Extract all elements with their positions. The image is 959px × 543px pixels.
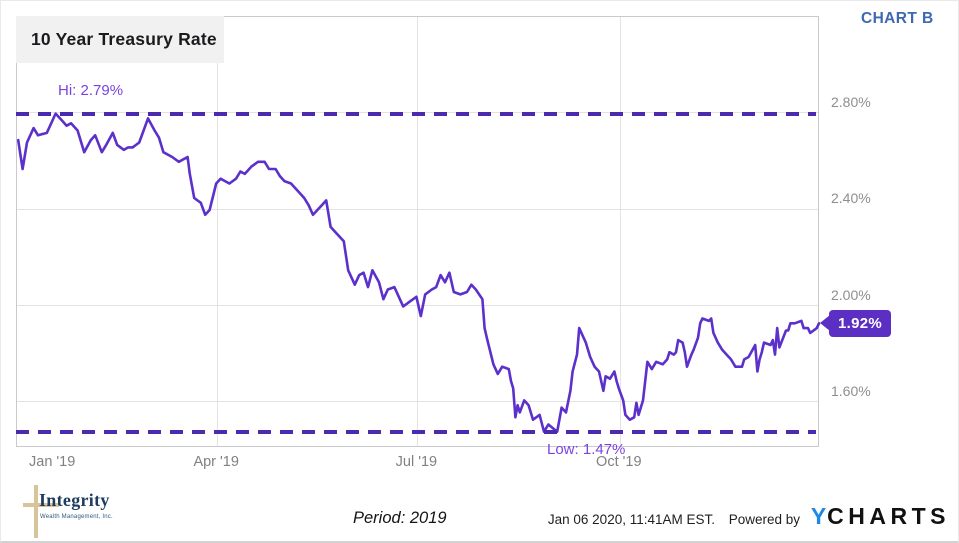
logo-name: Integrity [39,490,110,510]
x-tick-label: Jan '19 [29,454,76,470]
x-tick-label: Jul '19 [395,454,438,470]
powered-by-label: Powered by [728,512,800,527]
ycharts-wordmark: CHARTS [827,503,950,529]
v-gridline [619,17,621,446]
y-tick-label: 2.00% [831,286,871,303]
hi-value-label: Hi: 2.79% [58,81,124,99]
cross-icon [34,485,38,538]
timestamp: Jan 06 2020, 11:41AM EST. [547,512,715,527]
y-tick-label: 2.80% [831,93,871,110]
plot-area [16,16,819,447]
v-gridline [417,17,419,446]
ycharts-y-icon: Y [810,503,828,529]
low-value-label: Low: 1.47% [547,440,626,458]
integrity-logo: Integrity Wealth Management, Inc. [23,485,143,539]
x-tick-label: Apr '19 [193,454,239,470]
low-dashed-line [16,429,816,434]
v-gridline [217,17,219,446]
chart-b-label: CHART B [861,10,934,27]
chart-title-box: 10 Year Treasury Rate [16,16,224,63]
hi-dashed-line [16,111,816,116]
period-caption: Period: 2019 [353,509,447,527]
y-tick-label: 2.40% [831,190,871,207]
ycharts-logo: YCHARTS [811,503,950,530]
x-tick-label: Oct '19 [596,454,642,470]
last-value-badge: 1.92% [829,309,891,337]
chart-title: 10 Year Treasury Rate [31,29,217,49]
y-tick-label: 1.60% [831,382,871,399]
logo-subtitle: Wealth Management, Inc. [40,514,113,520]
cross-icon [23,503,59,507]
